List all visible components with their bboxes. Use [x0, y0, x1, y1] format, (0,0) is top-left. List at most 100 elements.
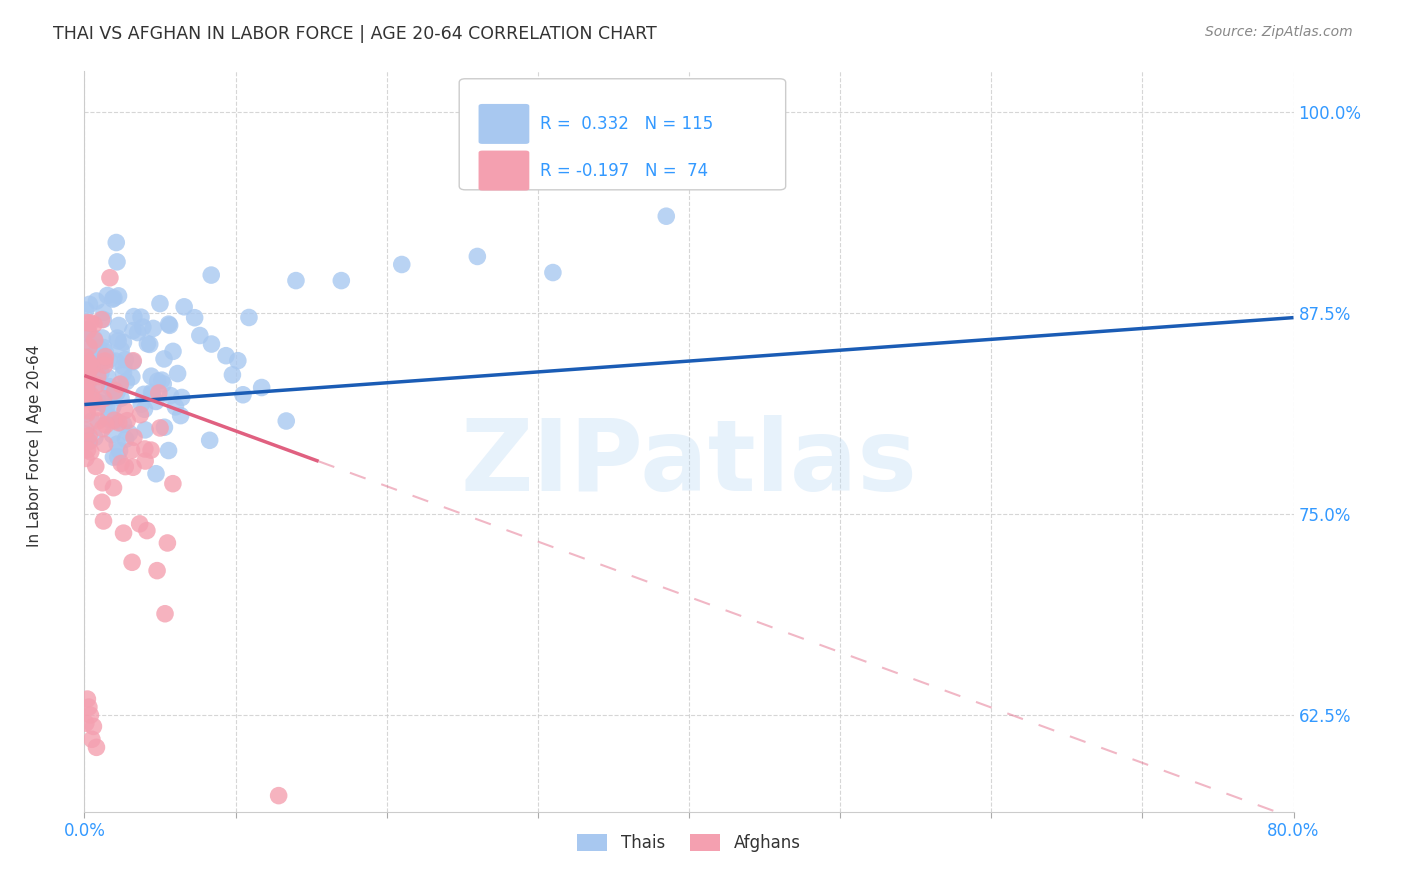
Point — [101, 427, 124, 442]
Point — [232, 388, 254, 402]
Point — [200, 268, 222, 282]
Point — [122, 460, 145, 475]
Point — [200, 337, 222, 351]
Point — [105, 437, 128, 451]
Point — [159, 388, 181, 402]
Point — [91, 331, 114, 345]
Point — [467, 249, 489, 263]
Point — [153, 420, 176, 434]
Point — [104, 354, 127, 368]
Point — [105, 414, 128, 428]
Text: R = -0.197   N =  74: R = -0.197 N = 74 — [540, 161, 709, 179]
Point — [93, 392, 115, 406]
Point — [148, 386, 170, 401]
Point — [91, 475, 114, 490]
Point — [221, 368, 243, 382]
Point — [94, 417, 117, 432]
Point — [80, 445, 103, 459]
Text: R =  0.332   N = 115: R = 0.332 N = 115 — [540, 115, 713, 133]
Point — [97, 412, 120, 426]
Point — [86, 401, 108, 415]
Point — [101, 400, 124, 414]
Point — [149, 296, 172, 310]
Point — [156, 536, 179, 550]
Point — [80, 414, 103, 428]
Point — [79, 708, 101, 723]
Point — [157, 443, 180, 458]
Point — [80, 357, 103, 371]
Point — [75, 427, 97, 442]
Point — [76, 692, 98, 706]
Point — [77, 340, 100, 354]
Point — [107, 289, 129, 303]
Point — [77, 324, 100, 338]
Point — [122, 324, 145, 338]
Point — [121, 555, 143, 569]
Point — [76, 442, 98, 457]
Point — [238, 310, 260, 325]
Point — [134, 442, 156, 456]
Point — [75, 423, 97, 437]
Point — [75, 370, 97, 384]
Point — [77, 356, 100, 370]
Point — [165, 400, 187, 414]
Point — [90, 312, 112, 326]
Point — [173, 300, 195, 314]
Point — [166, 367, 188, 381]
Point — [77, 334, 100, 349]
Point — [91, 421, 114, 435]
Point — [183, 310, 205, 325]
Point — [157, 317, 180, 331]
Point — [136, 336, 159, 351]
Point — [152, 376, 174, 391]
Point — [149, 421, 172, 435]
Point — [541, 266, 564, 280]
Point — [101, 292, 124, 306]
Point — [80, 732, 103, 747]
Point — [132, 387, 155, 401]
Point — [129, 408, 152, 422]
Point — [107, 318, 129, 333]
Point — [112, 526, 135, 541]
Point — [121, 370, 143, 384]
Point — [94, 354, 117, 368]
Point — [86, 377, 108, 392]
Point — [82, 364, 104, 378]
Point — [105, 255, 128, 269]
Point — [87, 341, 110, 355]
Point — [76, 363, 98, 377]
Point — [276, 414, 298, 428]
Point — [104, 384, 127, 398]
Point — [84, 459, 107, 474]
Point — [103, 384, 125, 399]
Point — [162, 344, 184, 359]
Point — [162, 476, 184, 491]
Point — [139, 443, 162, 458]
Point — [146, 564, 169, 578]
Point — [121, 443, 143, 458]
Point — [96, 288, 118, 302]
Point — [112, 335, 135, 350]
Point — [77, 700, 100, 714]
Point — [75, 382, 97, 396]
Point — [110, 457, 132, 471]
Point — [107, 450, 129, 464]
Point — [75, 326, 97, 340]
Point — [91, 312, 114, 326]
Point — [82, 353, 104, 368]
Point — [83, 333, 105, 347]
Point — [108, 443, 131, 458]
Point — [77, 355, 100, 369]
Point — [285, 274, 308, 288]
Point — [83, 393, 105, 408]
Point — [145, 467, 167, 481]
Point — [141, 369, 163, 384]
Point — [134, 454, 156, 468]
Point — [153, 607, 176, 621]
Point — [79, 316, 101, 330]
Point — [110, 391, 132, 405]
Point — [114, 459, 136, 474]
Point — [121, 355, 143, 369]
Point — [93, 358, 115, 372]
Point — [104, 384, 127, 398]
